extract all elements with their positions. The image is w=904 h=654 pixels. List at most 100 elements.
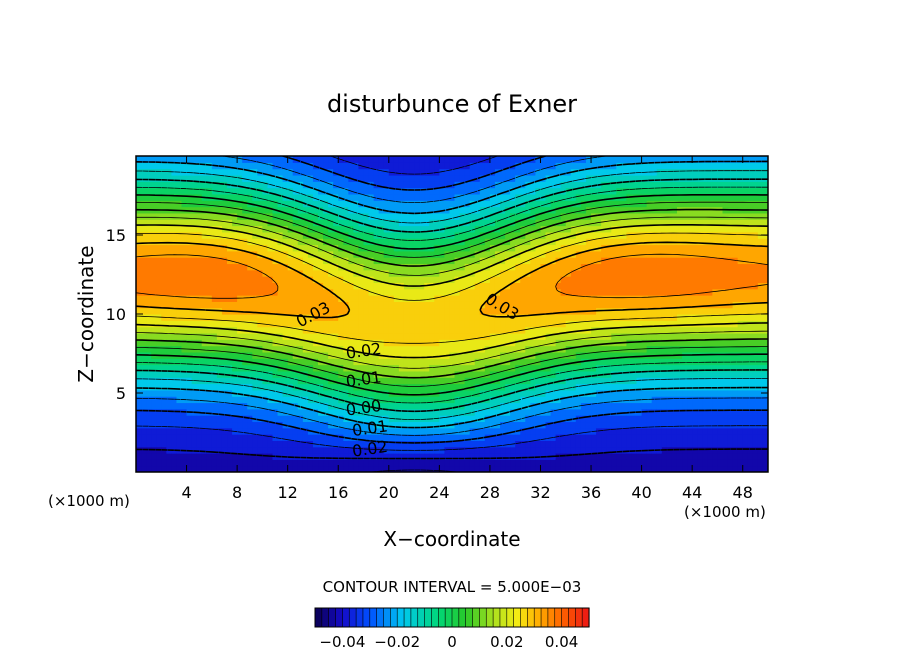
heat-cell: [373, 307, 380, 315]
heat-cell: [424, 332, 430, 340]
heat-cell: [348, 301, 355, 309]
heat-cell: [439, 200, 446, 208]
heat-cell: [136, 453, 142, 460]
heat-cell: [414, 244, 420, 252]
heat-cell: [368, 326, 375, 334]
heat-cell: [606, 282, 612, 290]
heat-cell: [570, 238, 577, 246]
heat-cell: [545, 301, 552, 309]
heat-cell: [368, 193, 375, 201]
heat-cell: [580, 345, 587, 353]
heat-cell: [550, 231, 557, 239]
heat-cell: [560, 440, 567, 448]
heat-cell: [146, 250, 152, 258]
heat-cell: [146, 358, 152, 366]
heat-cell: [530, 421, 537, 429]
heat-cell: [636, 370, 643, 378]
heat-cell: [257, 389, 263, 397]
heat-cell: [525, 427, 531, 435]
heat-cell: [378, 295, 385, 302]
heat-cell: [388, 351, 395, 359]
heat-cell: [631, 181, 638, 189]
heat-cell: [414, 257, 420, 265]
heat-cell: [631, 269, 638, 277]
heat-cell: [237, 225, 243, 233]
heat-cell: [611, 326, 617, 334]
heat-cell: [510, 434, 516, 441]
heat-cell: [474, 421, 481, 429]
heat-cell: [454, 427, 461, 435]
heat-cell: [631, 219, 638, 227]
heat-cell: [560, 396, 567, 404]
heat-cell: [611, 219, 617, 227]
heat-cell: [601, 465, 607, 472]
heat-cell: [545, 206, 552, 214]
heat-cell: [272, 263, 279, 271]
heat-cell: [403, 345, 410, 353]
heat-cell: [398, 465, 405, 472]
heat-cell: [307, 408, 314, 416]
heat-cell: [191, 257, 198, 265]
heat-cell: [500, 434, 506, 441]
heat-cell: [282, 446, 289, 454]
heat-cell: [211, 459, 218, 467]
heat-cell: [469, 238, 476, 246]
heat-cell: [606, 446, 612, 454]
heat-cell: [353, 174, 360, 182]
heat-cell: [398, 345, 405, 353]
heat-cell: [333, 276, 339, 283]
heat-cell: [464, 383, 471, 391]
heat-cell: [176, 181, 183, 189]
heat-cell: [626, 389, 633, 397]
heat-cell: [323, 415, 329, 423]
heat-cell: [343, 396, 349, 404]
heat-cell: [292, 421, 299, 429]
heat-cell: [419, 307, 425, 315]
heat-cell: [272, 212, 279, 220]
heat-cell: [247, 364, 253, 372]
heat-cell: [616, 212, 622, 220]
heat-cell: [520, 408, 526, 416]
heat-cell: [196, 453, 203, 460]
heat-cell: [318, 345, 324, 353]
heat-cell: [510, 459, 516, 467]
heat-cell: [302, 174, 309, 182]
heat-cell: [616, 307, 622, 315]
heat-cell: [464, 212, 471, 220]
heat-cell: [474, 326, 481, 334]
heat-cell: [242, 446, 248, 454]
heat-cell: [636, 193, 643, 201]
heat-cell: [601, 187, 607, 195]
heat-cell: [596, 269, 602, 277]
heat-cell: [616, 453, 622, 460]
heat-cell: [621, 187, 628, 195]
heat-cell: [550, 389, 557, 397]
heat-cell: [591, 156, 597, 163]
heat-cell: [136, 307, 142, 315]
heat-cell: [211, 263, 218, 271]
heat-cell: [211, 288, 218, 296]
heat-cell: [494, 174, 501, 182]
heat-cell: [550, 307, 557, 315]
heat-cell: [302, 364, 309, 372]
heat-cell: [479, 193, 486, 201]
heat-cell: [262, 257, 269, 265]
heat-cell: [368, 231, 375, 239]
heat-cell: [257, 200, 263, 208]
heat-cell: [171, 332, 178, 340]
heat-cell: [363, 364, 370, 372]
heat-cell: [257, 181, 263, 189]
heat-cell: [611, 434, 617, 441]
heat-cell: [328, 332, 334, 340]
heat-cell: [606, 351, 612, 359]
heat-cell: [530, 276, 537, 283]
heat-cell: [176, 307, 183, 315]
heat-cell: [409, 206, 415, 214]
heat-cell: [297, 459, 304, 467]
heat-cell: [353, 434, 360, 441]
heat-cell: [429, 238, 435, 246]
heat-cell: [191, 402, 198, 410]
heat-cell: [302, 446, 309, 454]
heat-cell: [368, 402, 375, 410]
heat-cell: [216, 282, 223, 290]
